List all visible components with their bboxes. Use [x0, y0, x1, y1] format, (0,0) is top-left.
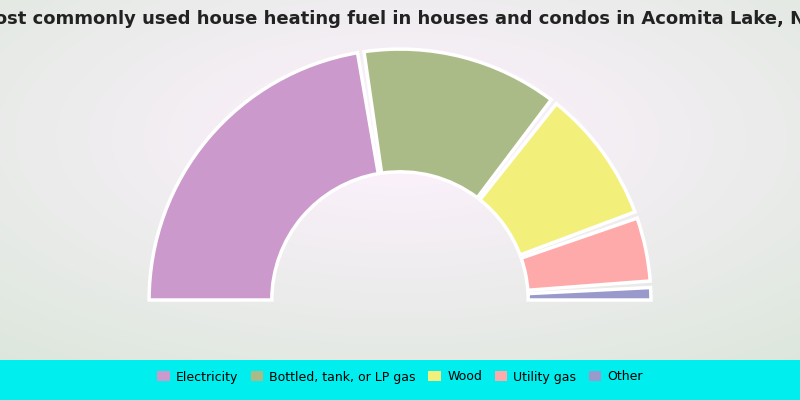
Wedge shape: [521, 218, 650, 290]
Text: Most commonly used house heating fuel in houses and condos in Acomita Lake, NM: Most commonly used house heating fuel in…: [0, 10, 800, 28]
Wedge shape: [528, 288, 651, 300]
Wedge shape: [149, 53, 378, 300]
Wedge shape: [480, 104, 635, 255]
Legend: Electricity, Bottled, tank, or LP gas, Wood, Utility gas, Other: Electricity, Bottled, tank, or LP gas, W…: [152, 366, 648, 388]
Wedge shape: [364, 49, 551, 198]
